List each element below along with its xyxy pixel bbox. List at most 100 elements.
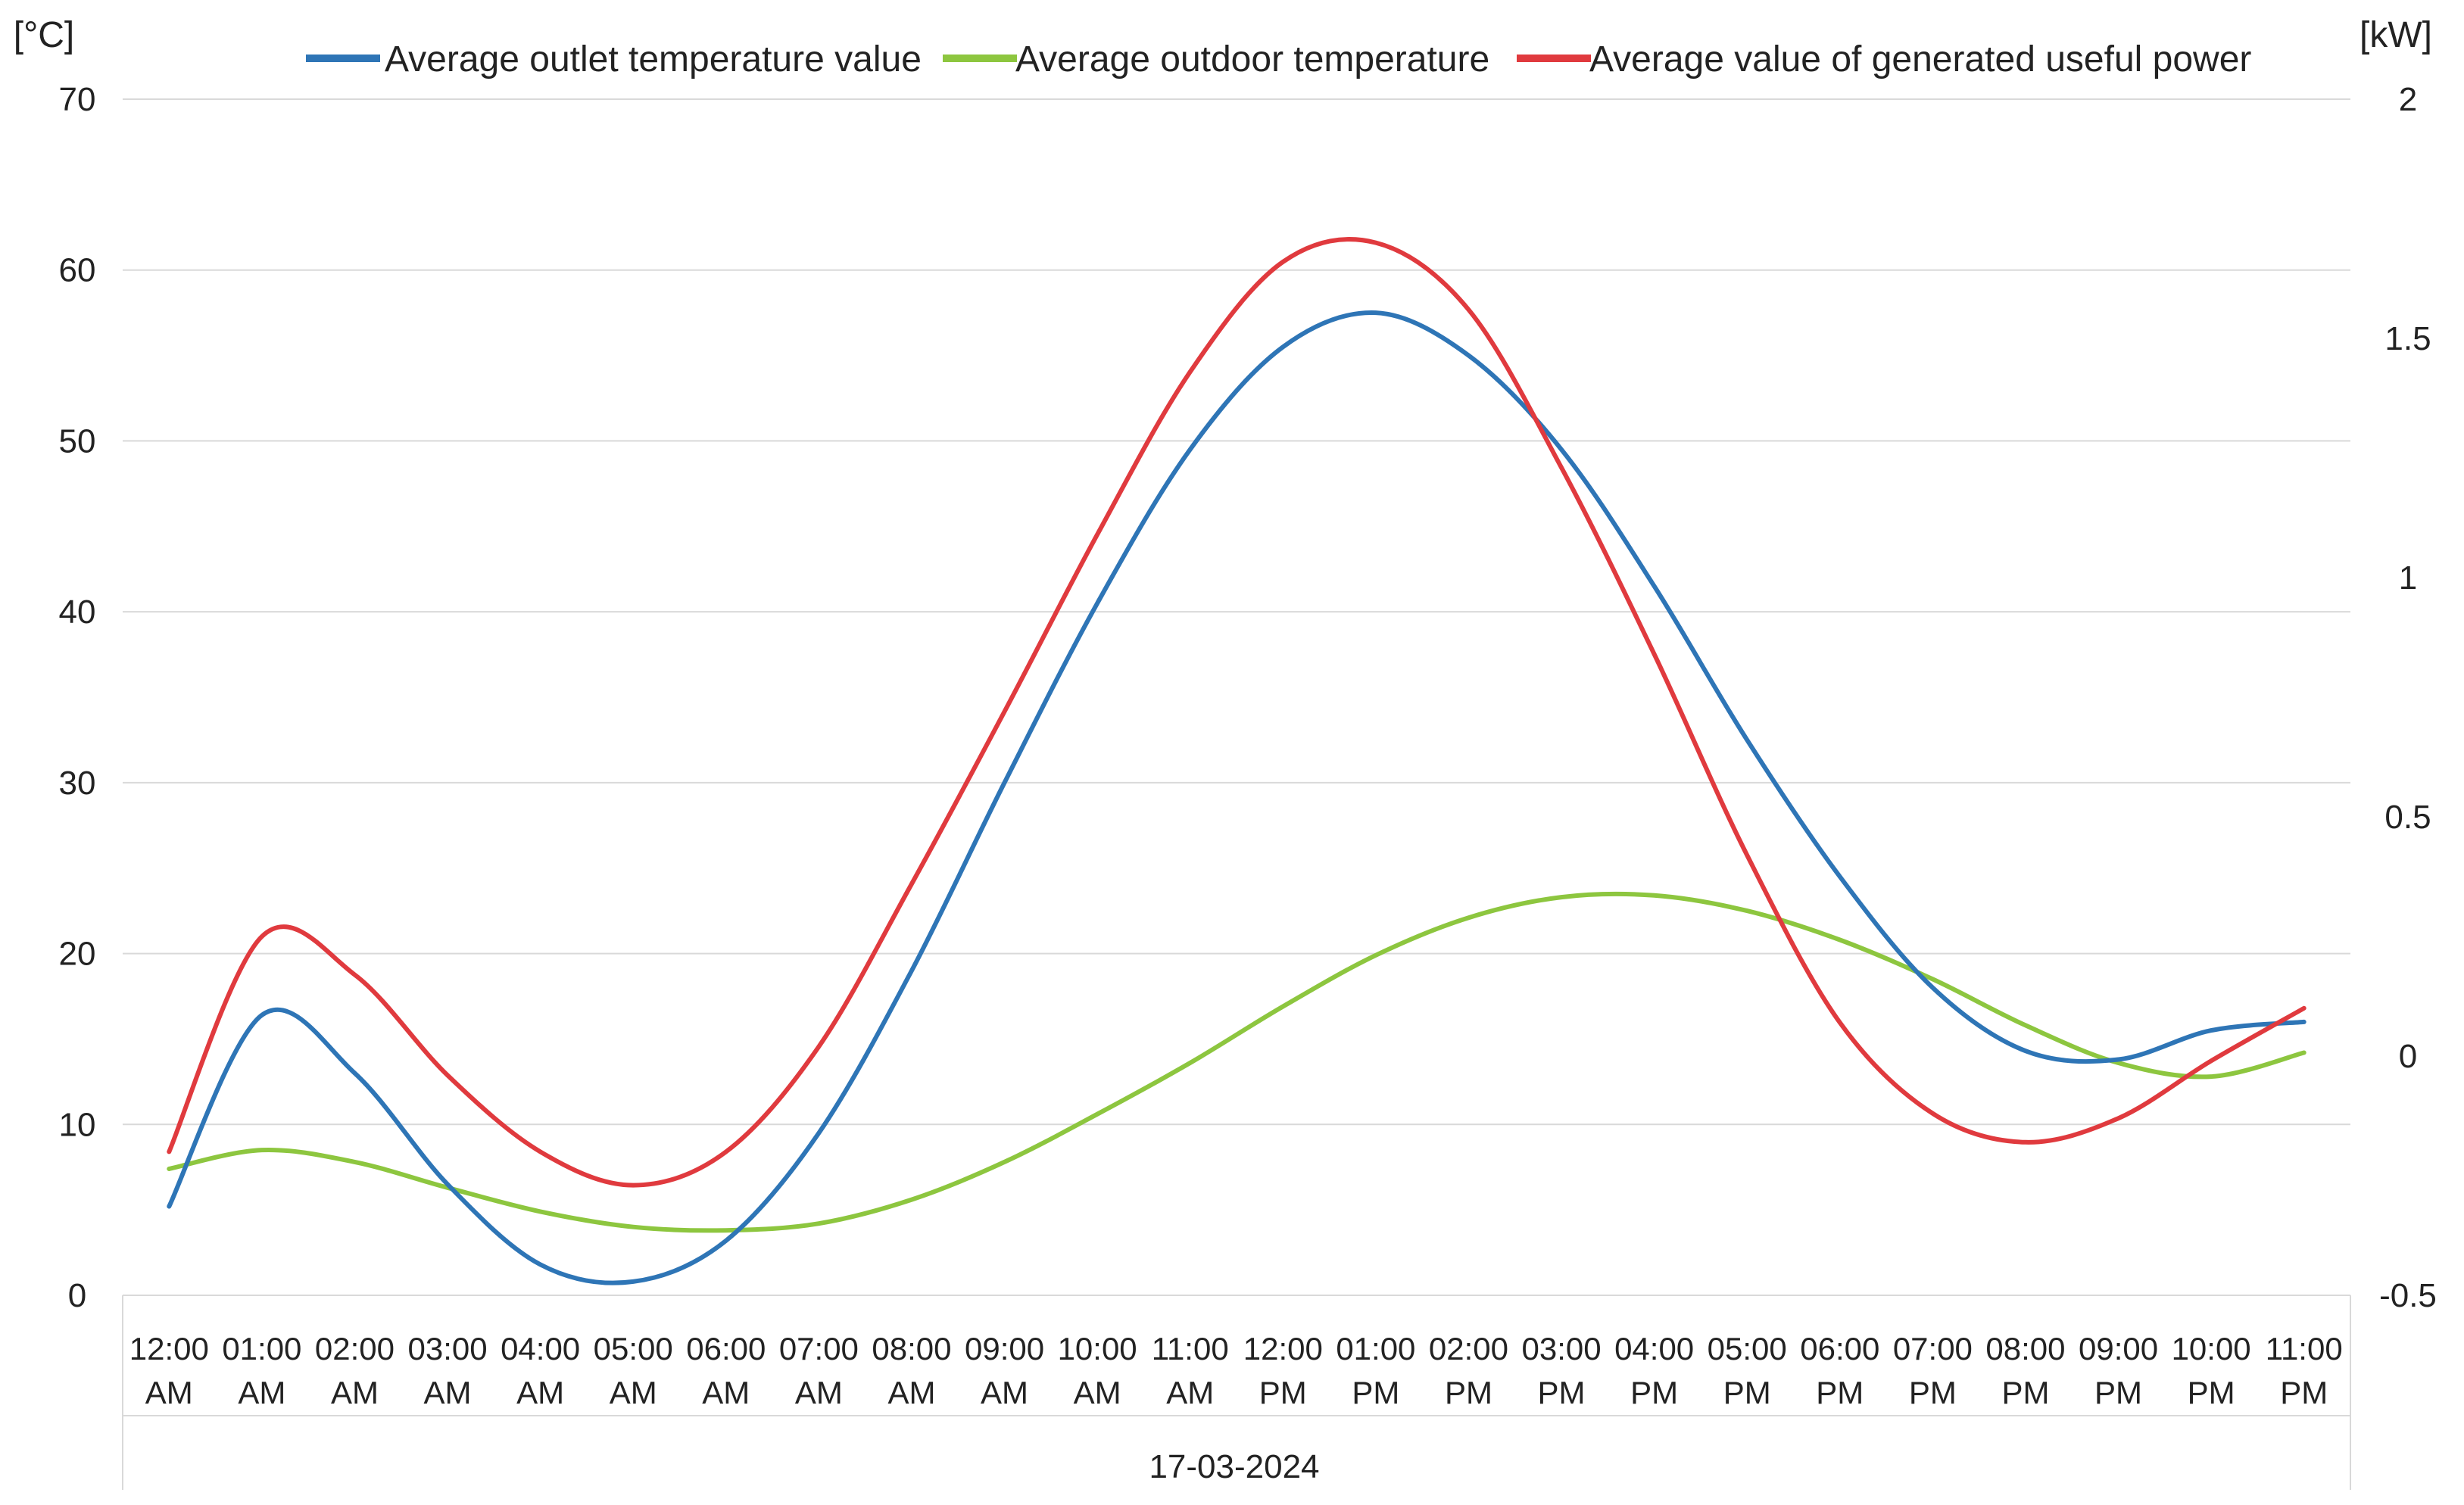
x-tick-time: 12:00 [1243, 1331, 1323, 1366]
x-tick-label: 08:00 AM [872, 1331, 951, 1410]
x-tick-label: 12:00 PM [1243, 1331, 1323, 1410]
x-tick-label: 11:00 AM [1152, 1331, 1229, 1410]
x-tick-label: 05:00 AM [594, 1331, 673, 1410]
x-tick-time: 01:00 [222, 1331, 301, 1366]
right-axis-unit: [kW] [2360, 15, 2432, 55]
x-tick-label: 09:00 AM [965, 1331, 1044, 1410]
left-axis-tick-label: 10 [59, 1106, 96, 1143]
x-tick-ampm: PM [1909, 1375, 1957, 1410]
x-tick-time: 01:00 [1336, 1331, 1415, 1366]
x-tick-ampm: PM [2094, 1375, 2142, 1410]
legend-label: Average outdoor temperature [1015, 39, 1489, 79]
left-axis-tick-label: 20 [59, 936, 96, 973]
x-tick-ampm: PM [1723, 1375, 1771, 1410]
left-axis-tick-label: 40 [59, 594, 96, 631]
x-tick-ampm: AM [331, 1375, 379, 1410]
x-tick-label: 04:00 PM [1614, 1331, 1694, 1410]
x-tick-time: 07:00 [779, 1331, 859, 1366]
x-tick-label: 02:00 PM [1429, 1331, 1508, 1410]
x-tick-label: 09:00 PM [2079, 1331, 2158, 1410]
x-tick-label: 01:00 AM [222, 1331, 301, 1410]
x-tick-ampm: AM [145, 1375, 193, 1410]
x-tick-ampm: PM [2001, 1375, 2049, 1410]
x-tick-ampm: AM [702, 1375, 750, 1410]
x-tick-label: 02:00 AM [315, 1331, 395, 1410]
x-tick-ampm: AM [238, 1375, 285, 1410]
x-tick-ampm: PM [1445, 1375, 1492, 1410]
x-tick-label: 12:00 AM [129, 1331, 209, 1410]
x-tick-time: 12:00 [129, 1331, 209, 1366]
x-tick-time: 08:00 [1985, 1331, 2065, 1366]
x-tick-label: 03:00 AM [407, 1331, 487, 1410]
x-tick-time: 09:00 [2079, 1331, 2158, 1366]
x-tick-ampm: AM [887, 1375, 935, 1410]
x-tick-label: 03:00 PM [1521, 1331, 1601, 1410]
legend-label: Average value of generated useful power [1589, 39, 2251, 79]
left-axis-tick-label: 0 [68, 1277, 86, 1314]
x-tick-ampm: PM [1630, 1375, 1678, 1410]
x-tick-label: 10:00 PM [2172, 1331, 2251, 1410]
legend-label: Average outlet temperature value [385, 39, 922, 79]
x-tick-ampm: AM [1074, 1375, 1121, 1410]
x-tick-label: 10:00 AM [1058, 1331, 1137, 1410]
x-tick-time: 07:00 [1893, 1331, 1973, 1366]
x-tick-label: 06:00 PM [1800, 1331, 1879, 1410]
x-tick-time: 02:00 [1429, 1331, 1508, 1366]
x-tick-label: 01:00 PM [1336, 1331, 1415, 1410]
x-tick-ampm: PM [2188, 1375, 2235, 1410]
gridlines [123, 98, 2350, 1296]
x-tick-ampm: AM [610, 1375, 657, 1410]
x-tick-time: 10:00 [1058, 1331, 1137, 1366]
x-tick-label: 07:00 PM [1893, 1331, 1973, 1410]
legend: Average outlet temperature value Average … [306, 39, 2251, 79]
x-tick-ampm: AM [516, 1375, 564, 1410]
x-tick-time: 04:00 [1614, 1331, 1694, 1366]
x-tick-ampm: AM [424, 1375, 472, 1410]
right-axis-tick-label: 2 [2399, 81, 2417, 118]
left-axis-tick-label: 50 [59, 422, 96, 460]
left-axis-tick-label: 70 [59, 81, 96, 118]
x-tick-time: 08:00 [872, 1331, 951, 1366]
x-tick-label: 11:00 PM [2266, 1331, 2343, 1410]
series-line-outdoor-temperature [167, 891, 2306, 1233]
x-tick-time: 10:00 [2172, 1331, 2251, 1366]
x-tick-label: 05:00 PM [1708, 1331, 1787, 1410]
x-tick-time: 11:00 [2266, 1331, 2343, 1366]
x-tick-time: 05:00 [594, 1331, 673, 1366]
left-axis-tick-label: 30 [59, 765, 96, 802]
x-tick-ampm: PM [1259, 1375, 1307, 1410]
data-series [167, 237, 2306, 1285]
x-tick-time: 03:00 [407, 1331, 487, 1366]
x-tick-label: 07:00 AM [779, 1331, 859, 1410]
x-tick-label: 08:00 PM [1985, 1331, 2065, 1410]
x-tick-label: 06:00 AM [686, 1331, 766, 1410]
x-tick-time: 03:00 [1521, 1331, 1601, 1366]
x-tick-ampm: PM [1538, 1375, 1586, 1410]
left-axis-unit: [°C] [14, 15, 75, 55]
right-axis-tick-label: 1.5 [2384, 320, 2431, 357]
x-tick-time: 11:00 [1152, 1331, 1229, 1366]
x-tick-time: 04:00 [501, 1331, 580, 1366]
x-tick-time: 06:00 [1800, 1331, 1879, 1366]
series-line-useful-power [167, 237, 2306, 1188]
right-axis-tick-label: 1 [2399, 559, 2417, 597]
x-tick-time: 02:00 [315, 1331, 395, 1366]
right-axis-tick-label: 0.5 [2384, 799, 2431, 836]
x-axis-group-label: 17-03-2024 [1149, 1448, 1319, 1485]
axes: 0 10 20 30 40 50 60 70 -0.5 0 0.5 1 1.5 2 [°C] [kW] 12:0… [14, 15, 2437, 1490]
left-axis-tick-label: 60 [59, 252, 96, 289]
x-tick-ampm: PM [2280, 1375, 2328, 1410]
right-axis-tick-label: 0 [2399, 1038, 2417, 1075]
x-tick-time: 05:00 [1708, 1331, 1787, 1366]
series-line-outlet-temperature [167, 310, 2306, 1285]
x-tick-time: 09:00 [965, 1331, 1044, 1366]
x-tick-ampm: AM [981, 1375, 1028, 1410]
x-tick-time: 06:00 [686, 1331, 766, 1366]
x-tick-label: 04:00 AM [501, 1331, 580, 1410]
x-tick-ampm: PM [1352, 1375, 1399, 1410]
x-tick-ampm: AM [1166, 1375, 1214, 1410]
right-axis-tick-label: -0.5 [2379, 1277, 2437, 1314]
x-tick-ampm: AM [795, 1375, 843, 1410]
